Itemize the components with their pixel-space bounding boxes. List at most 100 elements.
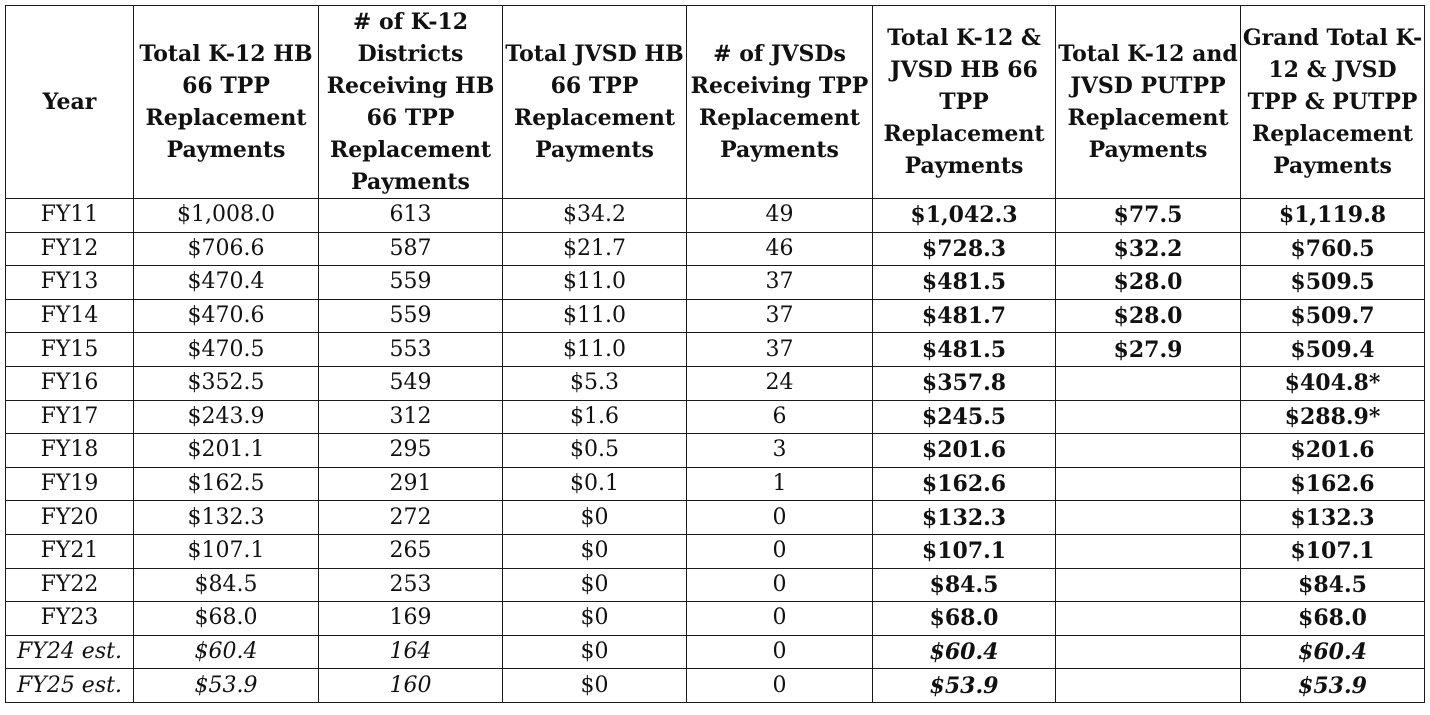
table-row: FY11 $1,008.0 613 $34.2 49 $1,042.3 $77.5 $1,11…: [5, 198, 1425, 233]
cell-putpp: [1055, 433, 1241, 468]
cell-k12-districts: 553: [318, 332, 503, 367]
cell-k12-jvsd-tpp: $481.5: [872, 332, 1056, 367]
cell-jvsd-tpp: $0: [502, 533, 687, 569]
cell-jvsd-count: 0: [686, 668, 873, 703]
cell-year: FY23: [5, 601, 134, 636]
cell-year: FY21: [5, 533, 134, 569]
cell-k12-tpp: $470.6: [133, 298, 319, 334]
cell-k12-districts: 169: [318, 601, 503, 636]
cell-k12-districts: 272: [318, 500, 503, 535]
cell-putpp: $32.2: [1055, 231, 1241, 267]
cell-putpp: $77.5: [1055, 198, 1241, 233]
cell-year: FY18: [5, 433, 134, 468]
cell-putpp: [1055, 567, 1241, 603]
header-total-k12-jvsd-tpp: Total K-12 & JVSD HB 66 TPP Replacement …: [872, 5, 1056, 199]
table-row: FY23 $68.0 169 $0 0 $68.0 $68.0: [5, 601, 1425, 636]
cell-jvsd-tpp: $21.7: [502, 231, 687, 267]
cell-year: FY13: [5, 265, 134, 300]
header-grand-total: Grand Total K-12 & JVSD TPP & PUTPP Repl…: [1240, 5, 1425, 199]
cell-jvsd-tpp: $1.6: [502, 399, 687, 435]
cell-k12-districts: 559: [318, 265, 503, 300]
cell-k12-districts: 160: [318, 668, 503, 703]
cell-putpp: [1055, 500, 1241, 535]
cell-grand-total: $60.4: [1240, 634, 1425, 670]
cell-k12-districts: 549: [318, 365, 503, 401]
cell-jvsd-count: 0: [686, 500, 873, 535]
header-total-jvsd-tpp: Total JVSD HB 66 TPP Replacement Payment…: [502, 5, 687, 199]
cell-grand-total: $1,119.8: [1240, 198, 1425, 233]
cell-putpp: $27.9: [1055, 332, 1241, 367]
cell-year: FY11: [5, 198, 134, 233]
cell-k12-tpp: $68.0: [133, 601, 319, 636]
cell-grand-total: $132.3: [1240, 500, 1425, 535]
table-row: FY21 $107.1 265 $0 0 $107.1 $107.1: [5, 533, 1425, 569]
table-row: FY18 $201.1 295 $0.5 3 $201.6 $201.6: [5, 433, 1425, 468]
cell-jvsd-count: 0: [686, 634, 873, 670]
cell-grand-total: $760.5: [1240, 231, 1425, 267]
table-container: Year Total K-12 HB 66 TPP Replacement Pa…: [5, 5, 1425, 703]
cell-grand-total: $288.9*: [1240, 399, 1425, 435]
cell-jvsd-count: 37: [686, 265, 873, 300]
cell-jvsd-tpp: $0.5: [502, 433, 687, 468]
cell-k12-districts: 291: [318, 466, 503, 502]
cell-k12-jvsd-tpp: $1,042.3: [872, 198, 1056, 233]
cell-k12-jvsd-tpp: $728.3: [872, 231, 1056, 267]
cell-k12-districts: 265: [318, 533, 503, 569]
table-row: FY24 est. $60.4 164 $0 0 $60.4 $60.4: [5, 634, 1425, 670]
cell-k12-tpp: $1,008.0: [133, 198, 319, 233]
cell-jvsd-tpp: $0: [502, 634, 687, 670]
cell-k12-jvsd-tpp: $53.9: [872, 668, 1056, 703]
cell-jvsd-count: 0: [686, 601, 873, 636]
cell-year: FY25 est.: [5, 668, 134, 703]
cell-grand-total: $84.5: [1240, 567, 1425, 603]
cell-year: FY17: [5, 399, 134, 435]
cell-putpp: $28.0: [1055, 265, 1241, 300]
cell-grand-total: $162.6: [1240, 466, 1425, 502]
cell-year: FY12: [5, 231, 134, 267]
cell-k12-tpp: $60.4: [133, 634, 319, 670]
table-row: FY14 $470.6 559 $11.0 37 $481.7 $28.0 $509.7: [5, 298, 1425, 334]
cell-k12-jvsd-tpp: $481.7: [872, 298, 1056, 334]
cell-putpp: [1055, 668, 1241, 703]
table-row: FY20 $132.3 272 $0 0 $132.3 $132.3: [5, 500, 1425, 535]
cell-jvsd-count: 37: [686, 298, 873, 334]
cell-k12-jvsd-tpp: $60.4: [872, 634, 1056, 670]
cell-k12-tpp: $107.1: [133, 533, 319, 569]
cell-year: FY22: [5, 567, 134, 603]
cell-year: FY14: [5, 298, 134, 334]
header-year: Year: [5, 5, 134, 199]
cell-year: FY16: [5, 365, 134, 401]
cell-k12-jvsd-tpp: $68.0: [872, 601, 1056, 636]
cell-k12-jvsd-tpp: $132.3: [872, 500, 1056, 535]
cell-k12-tpp: $706.6: [133, 231, 319, 267]
cell-k12-districts: 559: [318, 298, 503, 334]
cell-jvsd-tpp: $5.3: [502, 365, 687, 401]
cell-jvsd-count: 6: [686, 399, 873, 435]
cell-k12-tpp: $352.5: [133, 365, 319, 401]
table-row: FY12 $706.6 587 $21.7 46 $728.3 $32.2 $760.5: [5, 231, 1425, 267]
cell-jvsd-count: 1: [686, 466, 873, 502]
cell-k12-tpp: $84.5: [133, 567, 319, 603]
cell-jvsd-tpp: $0: [502, 567, 687, 603]
cell-jvsd-tpp: $0.1: [502, 466, 687, 502]
cell-jvsd-tpp: $34.2: [502, 198, 687, 233]
cell-k12-jvsd-tpp: $357.8: [872, 365, 1056, 401]
cell-jvsd-count: 24: [686, 365, 873, 401]
cell-jvsd-count: 37: [686, 332, 873, 367]
table-row: FY13 $470.4 559 $11.0 37 $481.5 $28.0 $509.5: [5, 265, 1425, 300]
cell-k12-tpp: $470.4: [133, 265, 319, 300]
cell-k12-tpp: $470.5: [133, 332, 319, 367]
table-row: FY19 $162.5 291 $0.1 1 $162.6 $162.6: [5, 466, 1425, 502]
cell-k12-jvsd-tpp: $201.6: [872, 433, 1056, 468]
cell-k12-jvsd-tpp: $162.6: [872, 466, 1056, 502]
cell-k12-jvsd-tpp: $245.5: [872, 399, 1056, 435]
cell-k12-tpp: $53.9: [133, 668, 319, 703]
cell-grand-total: $509.5: [1240, 265, 1425, 300]
cell-year: FY19: [5, 466, 134, 502]
cell-k12-jvsd-tpp: $481.5: [872, 265, 1056, 300]
header-row: Year Total K-12 HB 66 TPP Replacement Pa…: [5, 5, 1425, 199]
cell-jvsd-tpp: $0: [502, 601, 687, 636]
cell-jvsd-tpp: $11.0: [502, 332, 687, 367]
cell-grand-total: $509.7: [1240, 298, 1425, 334]
header-jvsd-count: # of JVSDs Receiving TPP Replacement Pay…: [686, 5, 873, 199]
